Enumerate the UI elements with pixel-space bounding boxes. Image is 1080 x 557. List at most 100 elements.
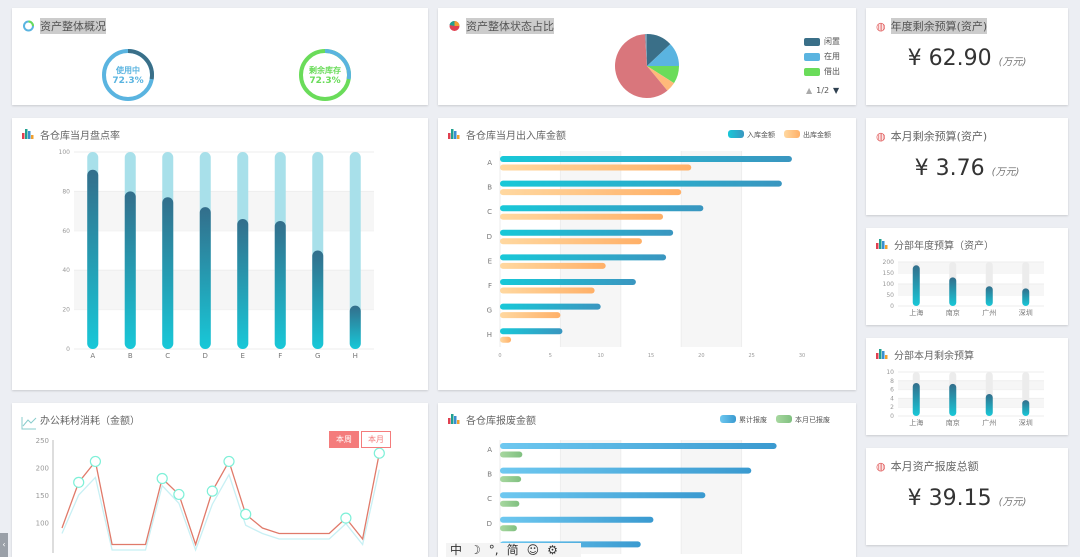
card-title: 年度剩余预算(资产) [890,18,988,34]
ime-button[interactable]: ☽ [470,543,481,557]
bar [500,189,682,196]
grid-band [74,270,374,310]
unit: (万元) [998,57,1027,68]
y-tick-label: F [488,282,492,290]
x-tick-label: 上海 [909,308,923,317]
legend-item[interactable]: 借出 [804,64,840,79]
x-tick-label: A [90,352,95,360]
annual-value: ¥ 62.90 [907,46,992,71]
week-button[interactable]: 本周 [329,431,359,448]
monthly-budget-card: ◍ 本月剩余预算(资产) ¥ 3.76 (万元) [866,118,1068,215]
pie-slice [615,34,668,99]
card-title: 资产整体概况 [40,18,106,34]
y-tick-label: 0 [890,413,894,420]
data-point [340,512,352,524]
ime-button[interactable]: 中 [450,543,463,557]
bar [500,156,792,162]
x-tick-label: 南京 [946,418,960,427]
legend-prev-icon[interactable]: ▲ [806,86,813,95]
chart-title: 分部年度预算（资产） [894,239,994,252]
legend-label: 出库金额 [803,130,831,139]
x-tick-label: 南京 [946,308,960,317]
y-tick-label: A [487,159,492,167]
y-tick-label: 8 [890,378,894,385]
y-tick-label: 100 [59,149,71,156]
ime-button[interactable]: ☺ [526,543,540,557]
grid-band [898,380,1044,390]
status-pie [615,34,679,99]
bar [312,250,324,349]
bar [500,180,782,187]
data-point [373,447,385,459]
bar-chart-icon [882,351,885,359]
y-tick-label: H [487,331,492,339]
data-point [156,472,168,485]
bar-chart-icon [457,135,460,139]
legend-swatch [804,67,820,76]
legend-item[interactable]: 在用 [804,49,840,64]
chart-title-group: 各仓库当月盘点率 [22,129,120,142]
legend-swatch [720,415,736,423]
grid-band [898,284,1044,295]
ime-button[interactable]: 简 [506,543,519,557]
branch-annual-card: 分部年度预算（资产） 0 50 100 150 200 上海 南京 广州 深圳 [866,228,1068,325]
monthly-value: ¥ 3.76 [914,156,985,181]
pie-icon [449,20,460,31]
y-tick-label: 0 [66,346,70,353]
gauge-arc [127,49,154,80]
bar [500,312,561,319]
unit: (万元) [991,167,1020,178]
legend-swatch [804,37,820,46]
status-card: 资产整体状态占比 闲置 在用 借出 ▲ 1/2 ▼ [438,8,856,105]
data-point [223,455,235,468]
x-tick-label: 5 [549,353,552,359]
legend-next-icon[interactable]: ▼ [833,86,840,95]
grid-band [681,151,742,347]
x-tick-label: F [278,352,282,360]
y-tick-label: 100 [36,520,49,528]
x-tick-label: E [241,352,245,360]
y-tick-label: 200 [36,465,49,473]
unit: (万元) [998,497,1027,508]
x-tick-label: C [165,352,170,360]
gauge-icon: ◍ [876,19,886,33]
x-tick-label: 15 [648,353,654,359]
y-tick-label: 50 [886,292,894,299]
bar-chart-icon [448,418,451,424]
x-tick-label: 深圳 [1019,418,1033,427]
bar-chart-icon [876,243,879,249]
consumables-card: 办公耗材消耗（金额） 100 150 200 250 本周 本月 [12,403,428,557]
inout-card: 各仓库当月出入库金额 0 5 10 15 20 25 30 入库金额 出库金额 A B C D E F G H [438,118,856,390]
legend-label: 本月已报废 [795,415,830,424]
scrap-card: 各仓库报废金额累计报废本月已报废ABCDE [438,403,856,557]
ime-toolbar[interactable]: 中 ☽ °, 简 ☺ ⚙ [446,543,581,557]
y-tick-label: D [487,233,492,241]
chart-title: 分部本月剩余预算 [894,349,974,362]
y-tick-label: 150 [36,492,49,500]
bar [500,525,517,532]
y-tick-label: 4 [890,395,894,402]
legend-item[interactable]: 闲置 [804,34,840,49]
legend-swatch [728,130,744,138]
bar-chart-icon [25,129,28,139]
ime-button[interactable]: ⚙ [547,543,558,557]
bar [237,218,249,349]
chart-title-group: 各仓库当月出入库金额 [448,129,566,142]
gauge-value: 72.3% [112,76,143,86]
ime-button[interactable]: °, [488,543,499,557]
bar [500,229,674,236]
bar-chart-icon [22,133,25,139]
bar [274,220,286,349]
gauge-label: 剩余库存 [309,65,341,75]
x-tick-label: D [203,352,208,360]
bar [87,169,99,349]
chart-title-group: 分部年度预算（资产） [876,239,994,252]
y-tick-label: 40 [62,267,70,274]
grid-band [560,151,621,347]
month-button[interactable]: 本月 [361,431,391,448]
series-line [61,469,380,552]
sidebar-toggle[interactable]: ‹ [0,533,8,557]
bar [985,394,993,416]
bar-chart-icon [885,355,888,359]
